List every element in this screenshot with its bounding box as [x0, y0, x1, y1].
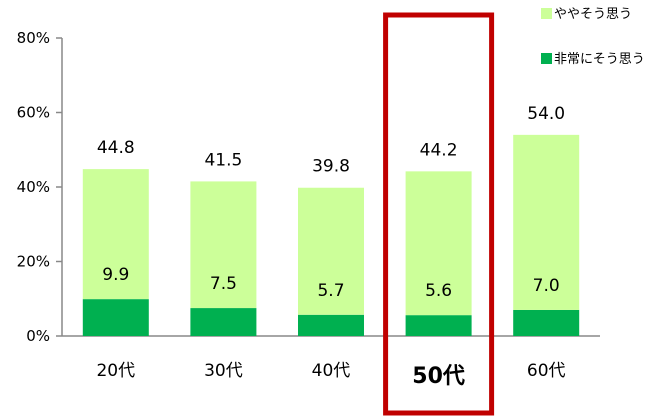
bar-segment-somewhat — [298, 187, 364, 315]
bar-segment-very-much — [298, 314, 364, 336]
bottom-value-label: 5.7 — [317, 281, 344, 301]
bottom-value-label: 7.5 — [210, 274, 237, 294]
category-label: 30代 — [204, 361, 243, 381]
bottom-value-label: 5.6 — [425, 281, 452, 301]
bar-segment-very-much — [513, 309, 580, 336]
legend-swatch — [541, 53, 552, 64]
bar-segment-somewhat — [82, 169, 149, 300]
total-label: 44.2 — [420, 140, 458, 160]
category-label: 40代 — [312, 361, 351, 381]
category-label: 20代 — [96, 361, 135, 381]
y-tick-label: 20% — [17, 253, 50, 271]
bottom-value-label: 7.0 — [533, 276, 560, 296]
bar-segment-somewhat — [513, 134, 580, 310]
y-tick-label: 40% — [17, 178, 50, 196]
total-label: 54.0 — [527, 104, 565, 124]
bar-segment-very-much — [190, 308, 257, 336]
y-tick-label: 60% — [17, 104, 50, 122]
bars — [82, 12, 580, 416]
bar-segment-very-much — [405, 315, 472, 336]
bar-segment-very-much — [82, 299, 149, 336]
category-label: 60代 — [527, 361, 566, 381]
bar-segment-somewhat — [405, 171, 472, 316]
legend-label: ややそう思う — [554, 7, 632, 22]
y-tick-label: 80% — [17, 29, 50, 47]
axes: 0% 20% 40% 60% 80% — [17, 29, 600, 345]
data-labels: 44.8 9.9 20代 41.5 7.5 30代 39.8 5.7 40代 44.2 5.6 50代… — [96, 104, 565, 389]
bar-segment-somewhat — [190, 181, 257, 309]
total-label: 44.8 — [97, 138, 135, 158]
legend-label: 非常にそう思う — [554, 52, 645, 67]
category-label: 50代 — [412, 364, 465, 389]
highlight-frame — [383, 12, 495, 416]
legend-swatch — [541, 8, 552, 19]
total-label: 41.5 — [204, 150, 242, 170]
y-tick-label: 0% — [26, 327, 50, 345]
bottom-value-label: 9.9 — [102, 265, 129, 285]
total-label: 39.8 — [312, 157, 350, 177]
